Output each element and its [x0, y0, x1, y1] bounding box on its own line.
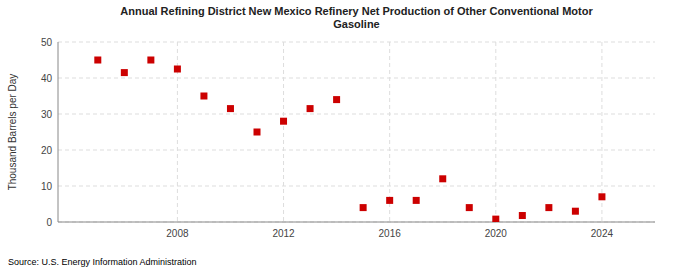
y-grid-line	[58, 186, 655, 187]
y-tick-label: 50	[41, 37, 53, 48]
point	[307, 105, 314, 112]
x-grid-line	[283, 42, 284, 222]
point	[545, 204, 552, 211]
x-grid-line	[495, 42, 496, 222]
grid	[58, 42, 655, 222]
point	[147, 57, 154, 64]
point	[280, 118, 287, 125]
y-axis-line	[58, 42, 59, 222]
point	[200, 93, 207, 100]
point	[386, 197, 393, 204]
x-tick-label: 2020	[485, 228, 508, 239]
point	[466, 204, 473, 211]
points	[94, 57, 605, 223]
point	[413, 197, 420, 204]
point	[333, 96, 340, 103]
y-tick-label: 40	[41, 73, 53, 84]
x-axis-line	[58, 222, 655, 223]
point	[94, 57, 101, 64]
y-grid-line	[58, 114, 655, 115]
y-tick-label: 10	[41, 181, 53, 192]
point	[254, 129, 261, 136]
point	[439, 175, 446, 182]
y-axis-label: Thousand Barrels per Day	[7, 74, 18, 191]
point	[492, 216, 499, 222]
point	[598, 193, 605, 200]
point	[519, 212, 526, 219]
y-grid-line	[58, 222, 655, 223]
y-grid-line	[58, 150, 655, 151]
x-tick-label: 2016	[379, 228, 402, 239]
title: Annual Refining District New Mexico Refi…	[120, 5, 593, 30]
point	[121, 69, 128, 76]
y-grid-line	[58, 78, 655, 79]
source-note: Source: U.S. Energy Information Administ…	[8, 257, 197, 267]
x-tick-label: 2024	[591, 228, 614, 239]
chart: Annual Refining District New Mexico Refi…	[0, 0, 675, 275]
y-tick-label: 20	[41, 145, 53, 156]
y-grid-line	[58, 42, 655, 43]
point	[360, 204, 367, 211]
point	[174, 66, 181, 73]
point	[572, 208, 579, 215]
x-tick-label: 2008	[166, 228, 189, 239]
y-tick-label: 30	[41, 109, 53, 120]
x-tick-label: 2012	[272, 228, 295, 239]
point	[227, 105, 234, 112]
y-tick-label: 0	[46, 217, 52, 228]
x-grid-line	[389, 42, 390, 222]
